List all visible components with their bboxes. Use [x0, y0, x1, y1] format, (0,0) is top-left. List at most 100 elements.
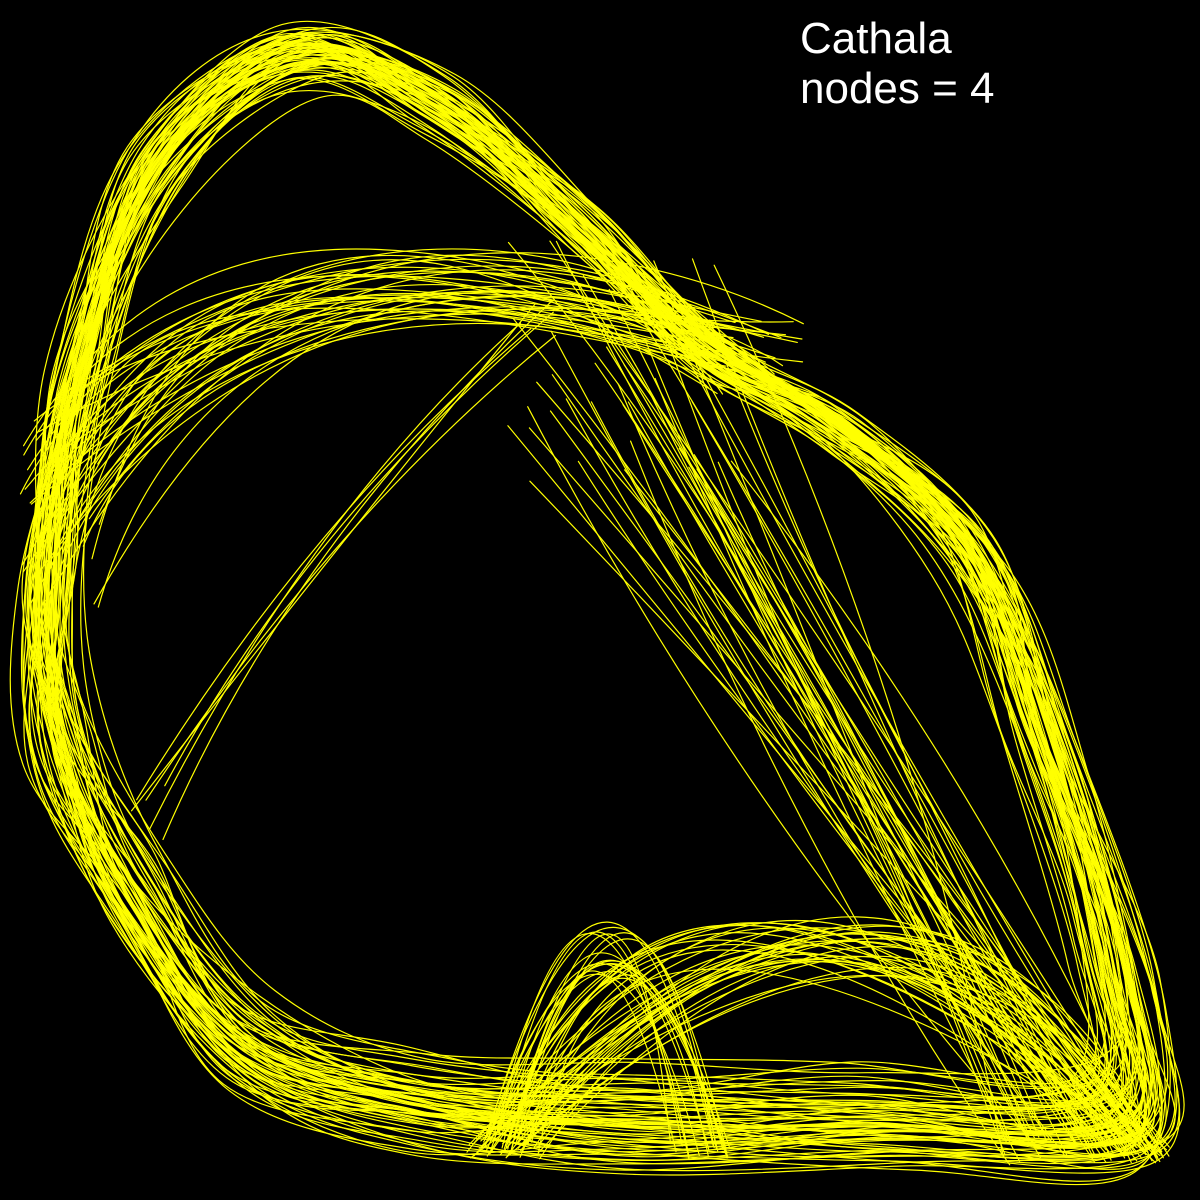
trajectory-loop — [45, 50, 1124, 1134]
trajectory-arc — [45, 269, 782, 602]
trajectory-strand — [622, 404, 1138, 1162]
trajectory-strand — [678, 447, 1134, 1151]
trajectory-strand — [709, 319, 1146, 1151]
trajectory-sweep — [131, 303, 536, 812]
trajectory-loop — [34, 20, 1171, 1182]
trajectory-strand — [641, 269, 1042, 1159]
trajectory-inner-arch — [515, 932, 715, 1149]
trajectory-loop — [27, 37, 1146, 1161]
trajectory-arc — [93, 291, 725, 605]
info-label: Cathala nodes = 4 — [800, 14, 995, 114]
trajectory-lobe — [480, 960, 1133, 1152]
trajectory-inner-arch — [509, 960, 731, 1156]
trajectory-lobe — [515, 925, 1153, 1152]
trajectory-lobe — [478, 937, 1163, 1156]
trajectory-arc — [97, 294, 709, 465]
trajectory-loop — [38, 57, 1146, 1137]
trajectory-loop — [47, 56, 1167, 1156]
trajectory-loop — [49, 34, 1162, 1170]
trajectory-inner-arch — [501, 952, 710, 1151]
trajectory-inner-arch — [484, 963, 690, 1158]
trajectory-arc — [21, 252, 804, 566]
trajectory-strand — [606, 346, 1075, 1142]
trajectory-strand — [582, 275, 1008, 1144]
trajectory-inner-arch — [514, 970, 677, 1153]
trajectory-strand — [653, 260, 1006, 1156]
trajectory-arc — [40, 296, 804, 544]
trajectory-lobe — [537, 955, 1147, 1149]
trajectory-strand — [630, 440, 1011, 1166]
trajectory-strand — [549, 240, 1091, 1149]
trajectory-strand — [527, 406, 1039, 1149]
trajectory-loop — [44, 45, 1112, 1109]
trajectory-loop — [62, 76, 1090, 1099]
trajectory-arc — [30, 294, 724, 505]
trajectory-lobe — [517, 933, 1151, 1149]
trajectory-arc — [22, 254, 736, 573]
trajectory-arc — [53, 258, 770, 401]
trajectory-loop — [20, 61, 1146, 1133]
trajectory-arc — [33, 318, 785, 422]
trajectory-sweep — [136, 328, 532, 801]
trajectory-arc — [35, 275, 803, 441]
trajectory-strand — [678, 340, 1136, 1139]
trajectory-loop — [25, 41, 1157, 1158]
trajectory-arc — [54, 297, 710, 518]
trajectory-strand — [551, 374, 1143, 1159]
trajectory-arc — [34, 259, 718, 517]
trajectory-lobe — [466, 927, 1170, 1153]
trajectory-lobe — [502, 955, 1112, 1161]
trajectory-lobe — [482, 938, 1158, 1161]
trajectory-inner-arch — [486, 921, 714, 1148]
trajectory-strand — [577, 460, 1085, 1138]
trajectory-loop — [47, 71, 1145, 1135]
trajectory-strand — [529, 480, 1158, 1153]
trajectory-strand — [648, 390, 1107, 1163]
trajectory-arc — [29, 306, 798, 504]
trajectory-strand — [717, 461, 1086, 1142]
trajectory-loop — [23, 32, 1176, 1161]
trajectory-arc — [23, 248, 765, 447]
trajectory-loop — [9, 26, 1185, 1172]
trajectory-lobe — [499, 924, 1153, 1162]
trajectory-inner-arch — [490, 973, 700, 1156]
trajectory-strand — [565, 398, 1097, 1141]
trajectory-lobe — [504, 944, 1142, 1149]
trajectory-lobe — [521, 951, 1111, 1159]
trajectory-strand — [555, 240, 1110, 1152]
trajectory-lobe — [527, 924, 1168, 1151]
trajectory-loop — [22, 35, 1180, 1164]
trajectory-arc — [38, 313, 786, 433]
trajectory-strand — [691, 401, 1096, 1156]
trajectory-loop — [26, 57, 1127, 1143]
trajectory-loop — [50, 71, 1128, 1108]
trajectory-inner-arch — [505, 938, 717, 1150]
trajectory-arc — [19, 300, 730, 495]
trajectory-strand — [550, 330, 1053, 1144]
trajectory-loop — [39, 44, 1124, 1108]
node-count: nodes = 4 — [800, 64, 995, 113]
trajectory-strand — [608, 265, 1108, 1150]
trajectory-lobe — [470, 974, 1126, 1159]
trajectory-arc — [91, 254, 787, 560]
attractor-trajectory — [9, 20, 1185, 1186]
trajectory-lobe — [537, 949, 1123, 1155]
trajectory-strand — [507, 241, 1030, 1136]
trajectory-loop — [57, 53, 1141, 1131]
trajectory-arc — [36, 308, 766, 576]
trajectory-inner-arch — [490, 963, 724, 1151]
trajectory-loop — [52, 69, 1115, 1104]
trajectory-loop — [29, 40, 1181, 1174]
trajectory-lobe — [520, 931, 1144, 1153]
trajectory-inner-arch — [498, 931, 683, 1147]
trajectory-arc — [27, 266, 724, 471]
trajectory-sweep — [149, 322, 522, 830]
trajectory-strand — [654, 377, 1021, 1162]
trajectory-arc — [88, 290, 758, 520]
trajectory-arc — [98, 270, 762, 525]
system-name: Cathala — [800, 14, 952, 63]
trajectory-strand — [696, 468, 1068, 1157]
trajectory-lobe — [531, 968, 1149, 1153]
trajectory-arc — [45, 322, 710, 572]
